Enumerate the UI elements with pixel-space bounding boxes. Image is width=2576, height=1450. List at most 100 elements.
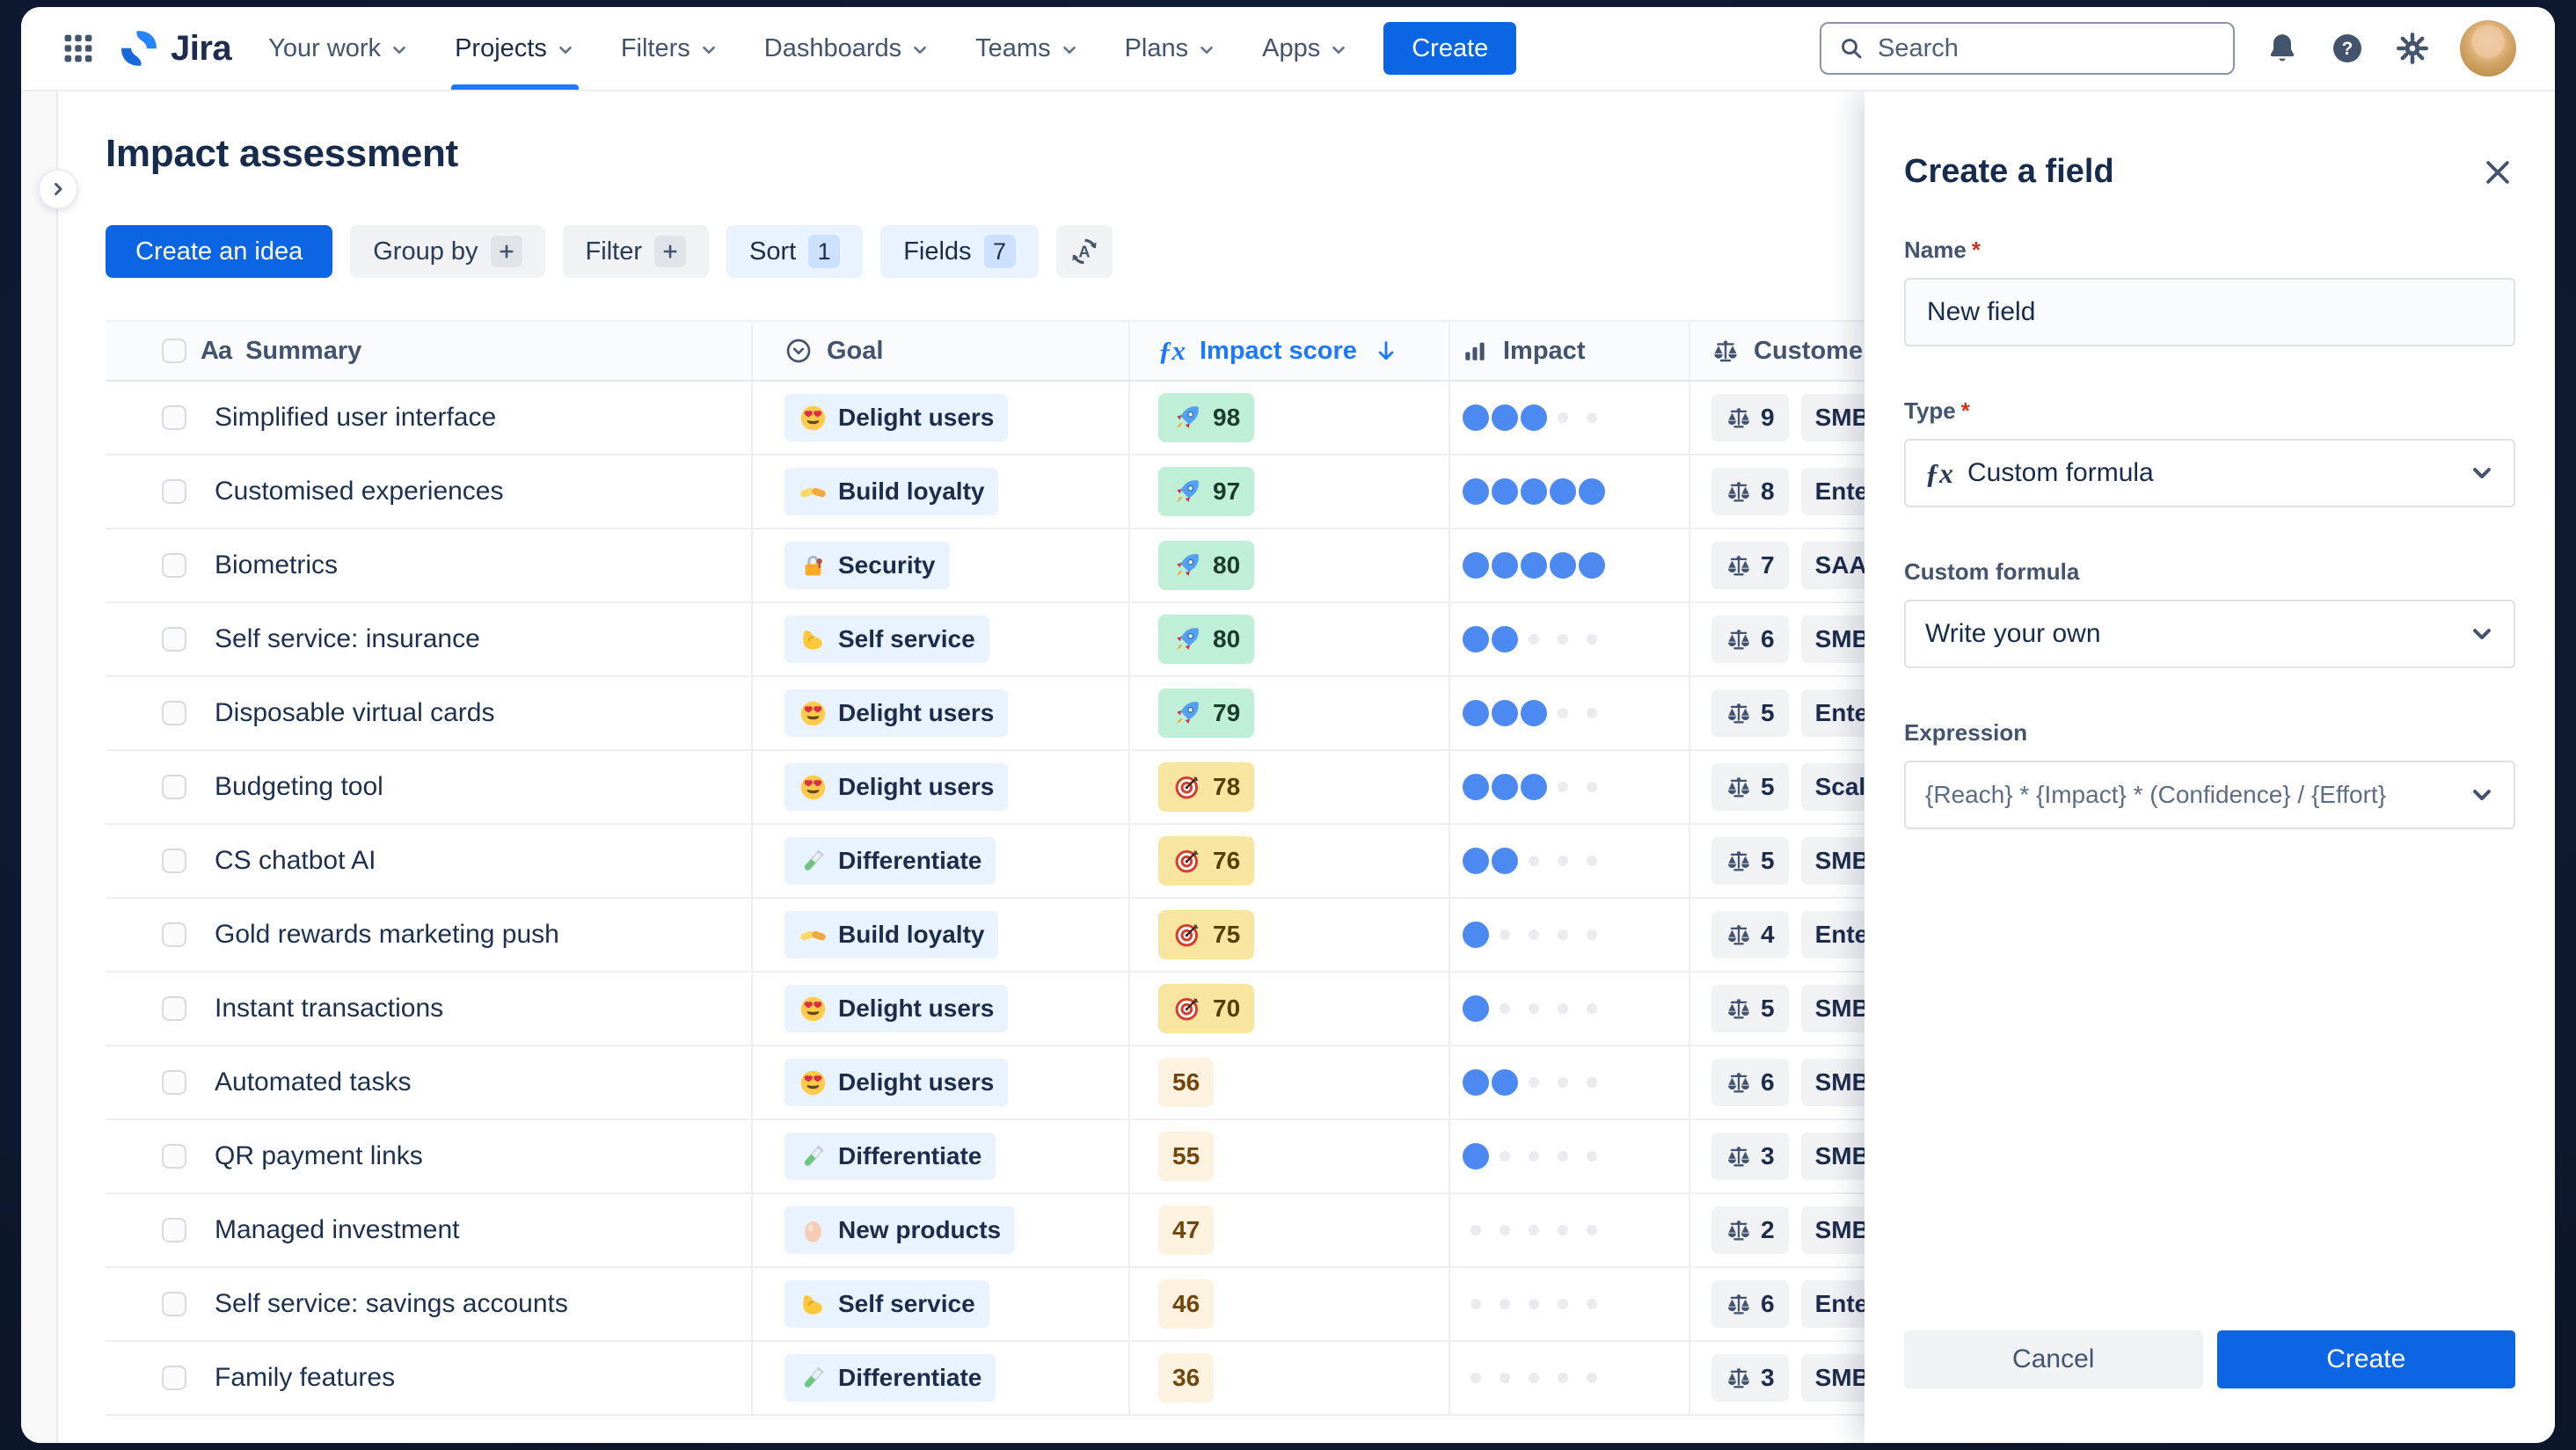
goal-badge[interactable]: Delight users: [784, 394, 1009, 441]
row-checkbox[interactable]: [162, 1218, 186, 1242]
nav-dashboards[interactable]: Dashboards: [764, 7, 930, 90]
goal-badge[interactable]: Self service: [784, 1280, 989, 1328]
goal-badge[interactable]: Delight users: [784, 689, 1009, 737]
row-checkbox[interactable]: [162, 1366, 186, 1390]
table-row[interactable]: Customised experiences Build loyalty 97 …: [106, 455, 1864, 529]
row-checkbox[interactable]: [162, 1070, 186, 1095]
customer-weight-badge[interactable]: 5: [1711, 689, 1789, 737]
customer-weight-badge[interactable]: 6: [1711, 616, 1789, 663]
goal-badge[interactable]: New products: [784, 1206, 1016, 1254]
customer-segment-badge[interactable]: SAAS: [1800, 542, 1864, 589]
impact-rating[interactable]: [1449, 677, 1689, 749]
impact-rating[interactable]: [1449, 1268, 1689, 1340]
row-checkbox[interactable]: [162, 1292, 186, 1316]
row-checkbox[interactable]: [162, 849, 186, 873]
customer-weight-badge[interactable]: 5: [1711, 985, 1789, 1032]
row-checkbox[interactable]: [162, 996, 186, 1021]
impact-rating[interactable]: [1449, 1120, 1689, 1192]
customer-weight-badge[interactable]: 4: [1711, 911, 1789, 958]
customer-weight-badge[interactable]: 5: [1711, 763, 1789, 811]
settings-icon[interactable]: [2395, 31, 2430, 66]
customer-segment-badge[interactable]: SMB: [1800, 394, 1864, 441]
cancel-button[interactable]: Cancel: [1904, 1330, 2203, 1388]
customer-segment-badge[interactable]: SMB: [1800, 837, 1864, 885]
global-search[interactable]: [1820, 22, 2235, 75]
customer-segment-badge[interactable]: SMB: [1800, 1059, 1864, 1106]
sort-az-icon[interactable]: A: [1055, 225, 1113, 278]
nav-your-work[interactable]: Your work: [268, 7, 409, 90]
customer-segment-badge[interactable]: SMB: [1800, 1354, 1864, 1402]
column-header-impact-score[interactable]: ƒx Impact score: [1128, 322, 1449, 380]
row-checkbox[interactable]: [162, 922, 186, 947]
sidebar-expand-button[interactable]: [38, 169, 78, 209]
customer-weight-badge[interactable]: 7: [1711, 542, 1789, 589]
row-checkbox[interactable]: [162, 701, 186, 725]
impact-rating[interactable]: [1449, 1046, 1689, 1118]
table-row[interactable]: CS chatbot AI Differentiate 76 5 SMB: [106, 825, 1864, 899]
global-create-button[interactable]: Create: [1383, 22, 1517, 75]
notifications-icon[interactable]: [2265, 31, 2300, 66]
select-all-checkbox[interactable]: [162, 339, 186, 363]
column-header-summary[interactable]: Aa Summary: [106, 322, 751, 380]
goal-badge[interactable]: Self service: [784, 616, 989, 663]
field-type-select[interactable]: ƒx Custom formula: [1904, 439, 2515, 507]
close-icon[interactable]: [2480, 155, 2515, 190]
table-row[interactable]: Budgeting tool Delight users 78 5 Scaleu…: [106, 751, 1864, 825]
filter-button[interactable]: Filter: [562, 225, 709, 278]
row-checkbox[interactable]: [162, 775, 186, 799]
user-avatar[interactable]: [2460, 20, 2516, 77]
nav-teams[interactable]: Teams: [975, 7, 1078, 90]
goal-badge[interactable]: Differentiate: [784, 837, 996, 885]
impact-rating[interactable]: [1449, 382, 1689, 454]
impact-rating[interactable]: [1449, 603, 1689, 675]
customer-segment-badge[interactable]: SMB: [1800, 985, 1864, 1032]
row-checkbox[interactable]: [162, 405, 186, 430]
row-checkbox[interactable]: [162, 627, 186, 652]
table-row[interactable]: Self service: savings accounts Self serv…: [106, 1268, 1864, 1342]
sort-button[interactable]: Sort 1: [726, 225, 864, 278]
goal-badge[interactable]: Differentiate: [784, 1354, 996, 1402]
column-header-goal[interactable]: Goal: [751, 322, 1128, 380]
impact-rating[interactable]: [1449, 899, 1689, 971]
customer-segment-badge[interactable]: Enterprise: [1800, 468, 1864, 515]
nav-projects[interactable]: Projects: [451, 7, 579, 90]
customer-segment-badge[interactable]: Enterprise: [1800, 911, 1864, 958]
fields-button[interactable]: Fields 7: [880, 225, 1039, 278]
create-idea-button[interactable]: Create an idea: [106, 225, 333, 278]
row-checkbox[interactable]: [162, 553, 186, 578]
goal-badge[interactable]: Delight users: [784, 763, 1009, 811]
search-input[interactable]: [1878, 33, 2217, 63]
table-row[interactable]: Managed investment New products 47 2 SMB: [106, 1194, 1864, 1268]
goal-badge[interactable]: Delight users: [784, 1059, 1009, 1106]
goal-badge[interactable]: Delight users: [784, 985, 1009, 1032]
table-row[interactable]: Automated tasks Delight users 56 6 SMB: [106, 1046, 1864, 1120]
custom-formula-select[interactable]: Write your own: [1904, 600, 2515, 668]
nav-plans[interactable]: Plans: [1125, 7, 1217, 90]
table-row[interactable]: Disposable virtual cards Delight users 7…: [106, 677, 1864, 751]
customer-segment-badge[interactable]: Enterprise: [1800, 689, 1864, 737]
column-header-impact[interactable]: Impact: [1449, 322, 1689, 380]
expression-select[interactable]: {Reach} * {Impact} * (Confidence} / {Eff…: [1904, 761, 2515, 829]
goal-badge[interactable]: Security: [784, 542, 950, 589]
table-row[interactable]: QR payment links Differentiate 55 3 SMB: [106, 1120, 1864, 1194]
customer-weight-badge[interactable]: 6: [1711, 1059, 1789, 1106]
customer-segment-badge[interactable]: SMB: [1800, 616, 1864, 663]
table-row[interactable]: Biometrics Security 80 7 SAAS: [106, 529, 1864, 603]
table-row[interactable]: Instant transactions Delight users 70 5 …: [106, 973, 1864, 1046]
app-switcher-icon[interactable]: [60, 30, 97, 67]
row-checkbox[interactable]: [162, 479, 186, 504]
customer-weight-badge[interactable]: 3: [1711, 1354, 1789, 1402]
customer-weight-badge[interactable]: 8: [1711, 468, 1789, 515]
jira-logo[interactable]: Jira: [118, 27, 232, 69]
nav-filters[interactable]: Filters: [621, 7, 719, 90]
help-icon[interactable]: ?: [2330, 31, 2365, 66]
customer-weight-badge[interactable]: 5: [1711, 837, 1789, 885]
impact-rating[interactable]: [1449, 751, 1689, 823]
impact-rating[interactable]: [1449, 973, 1689, 1045]
customer-weight-badge[interactable]: 9: [1711, 394, 1789, 441]
customer-segment-badge[interactable]: Enterprise: [1800, 1280, 1864, 1328]
impact-rating[interactable]: [1449, 825, 1689, 897]
impact-rating[interactable]: [1449, 455, 1689, 528]
table-row[interactable]: Self service: insurance Self service 80 …: [106, 603, 1864, 677]
goal-badge[interactable]: Build loyalty: [784, 911, 999, 958]
